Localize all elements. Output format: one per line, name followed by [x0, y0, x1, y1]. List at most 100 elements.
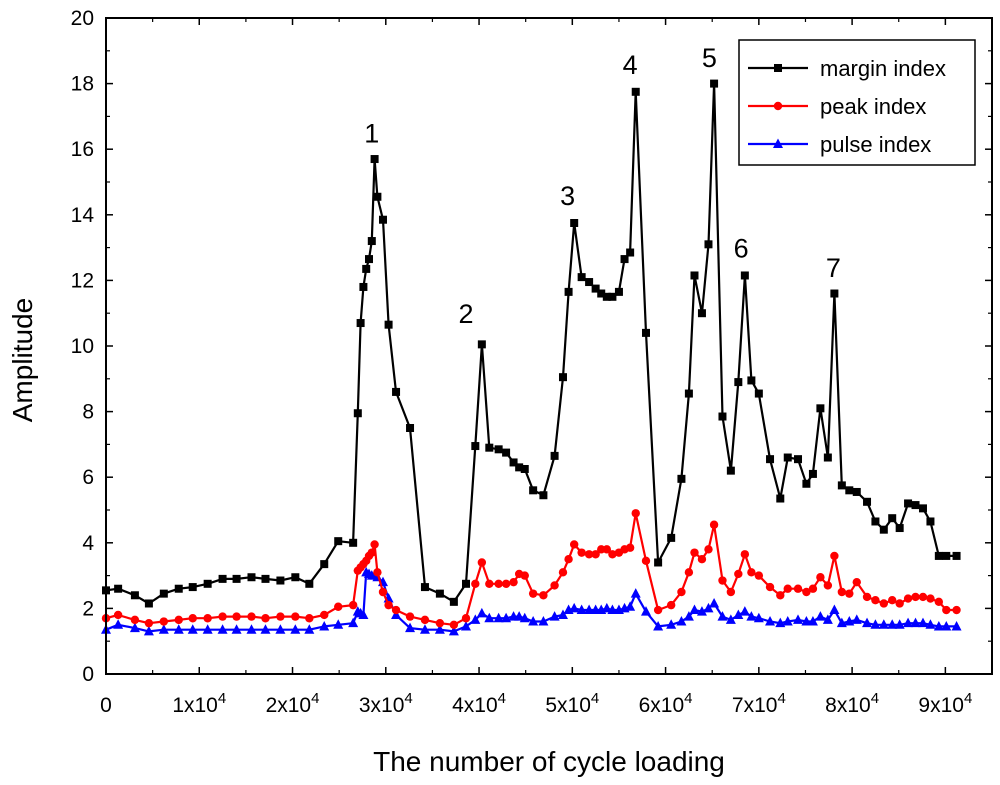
- data-point: [305, 579, 314, 588]
- data-point: [333, 619, 344, 629]
- data-point: [549, 611, 560, 621]
- data-point: [362, 264, 371, 273]
- data-point: [419, 624, 430, 634]
- data-point: [378, 215, 387, 224]
- data-point: [641, 328, 650, 337]
- x-tick-label: 9x104: [918, 690, 972, 717]
- series-pulse-index: [101, 566, 962, 636]
- y-tick-label: 0: [82, 663, 94, 686]
- data-point: [903, 594, 913, 603]
- data-point: [247, 573, 256, 582]
- data-point: [894, 619, 905, 629]
- data-point: [836, 617, 847, 628]
- data-point: [754, 389, 763, 398]
- data-point: [509, 577, 518, 587]
- data-point: [114, 584, 123, 593]
- data-point: [557, 609, 568, 619]
- data-point: [747, 568, 756, 577]
- data-point: [539, 591, 548, 600]
- data-point: [493, 612, 504, 623]
- data-point: [373, 568, 382, 577]
- data-point: [359, 282, 368, 291]
- data-point: [851, 614, 862, 624]
- data-point: [515, 463, 524, 472]
- data-point: [830, 289, 839, 298]
- data-point: [666, 619, 677, 629]
- data-point: [349, 538, 358, 547]
- peak-label: 1: [364, 119, 379, 149]
- data-point: [734, 378, 743, 387]
- data-point: [753, 612, 764, 623]
- data-point: [218, 574, 227, 583]
- data-point: [519, 612, 530, 623]
- data-point: [718, 576, 727, 585]
- data-point: [871, 596, 880, 605]
- legend-label: pulse index: [820, 132, 931, 157]
- data-point: [485, 579, 494, 588]
- data-point: [887, 619, 898, 629]
- legend-marker: [774, 64, 782, 72]
- data-point: [529, 486, 538, 495]
- data-point: [816, 573, 825, 582]
- data-point: [783, 453, 792, 462]
- data-point: [739, 606, 750, 616]
- y-tick-label: 12: [71, 269, 94, 292]
- y-tick-label: 2: [82, 597, 94, 620]
- series-peak-index: [101, 509, 961, 629]
- data-point: [640, 606, 651, 616]
- data-point: [570, 219, 579, 227]
- data-point: [373, 192, 382, 201]
- data-point: [203, 579, 212, 588]
- data-point: [591, 284, 600, 293]
- data-point: [917, 617, 928, 628]
- data-point: [276, 612, 285, 621]
- data-point: [718, 412, 727, 421]
- peak-label: 3: [560, 181, 575, 211]
- legend-marker: [773, 101, 783, 111]
- data-point: [697, 309, 706, 318]
- data-point: [550, 451, 559, 460]
- data-point: [420, 615, 430, 625]
- data-point: [348, 617, 359, 628]
- data-point: [829, 604, 840, 615]
- data-point: [667, 533, 676, 542]
- data-point: [231, 624, 242, 634]
- data-point: [845, 486, 854, 495]
- data-point: [564, 287, 573, 296]
- data-point: [726, 587, 736, 597]
- data-point: [550, 581, 559, 590]
- data-point: [704, 545, 713, 554]
- x-axis-title: The number of cycle loading: [373, 746, 725, 777]
- data-point: [775, 617, 786, 628]
- peak-label: 6: [734, 233, 749, 263]
- legend-label: peak index: [820, 94, 926, 119]
- data-point: [631, 509, 640, 518]
- data-point: [370, 540, 379, 549]
- data-point: [477, 558, 487, 567]
- data-point: [435, 618, 445, 628]
- data-point: [844, 616, 855, 626]
- data-point: [852, 577, 861, 587]
- data-point: [558, 373, 567, 382]
- x-tick-label: 7x104: [732, 690, 786, 717]
- data-point: [766, 455, 775, 464]
- x-tick-label: 2x104: [266, 690, 320, 717]
- peak-label: 4: [623, 50, 638, 80]
- data-point: [129, 622, 140, 633]
- data-point: [509, 458, 518, 467]
- data-point: [830, 551, 839, 561]
- data-point: [870, 619, 881, 629]
- data-point: [461, 614, 471, 623]
- data-point: [539, 491, 548, 500]
- data-point: [502, 448, 511, 457]
- data-point: [591, 550, 600, 559]
- data-point: [683, 611, 694, 621]
- peak-label: 2: [458, 299, 473, 329]
- data-point: [187, 624, 198, 634]
- data-point: [476, 607, 487, 618]
- data-point: [384, 600, 393, 610]
- data-point: [677, 474, 686, 483]
- data-point: [584, 550, 594, 559]
- peak-label: 5: [702, 43, 717, 73]
- data-point: [710, 79, 719, 88]
